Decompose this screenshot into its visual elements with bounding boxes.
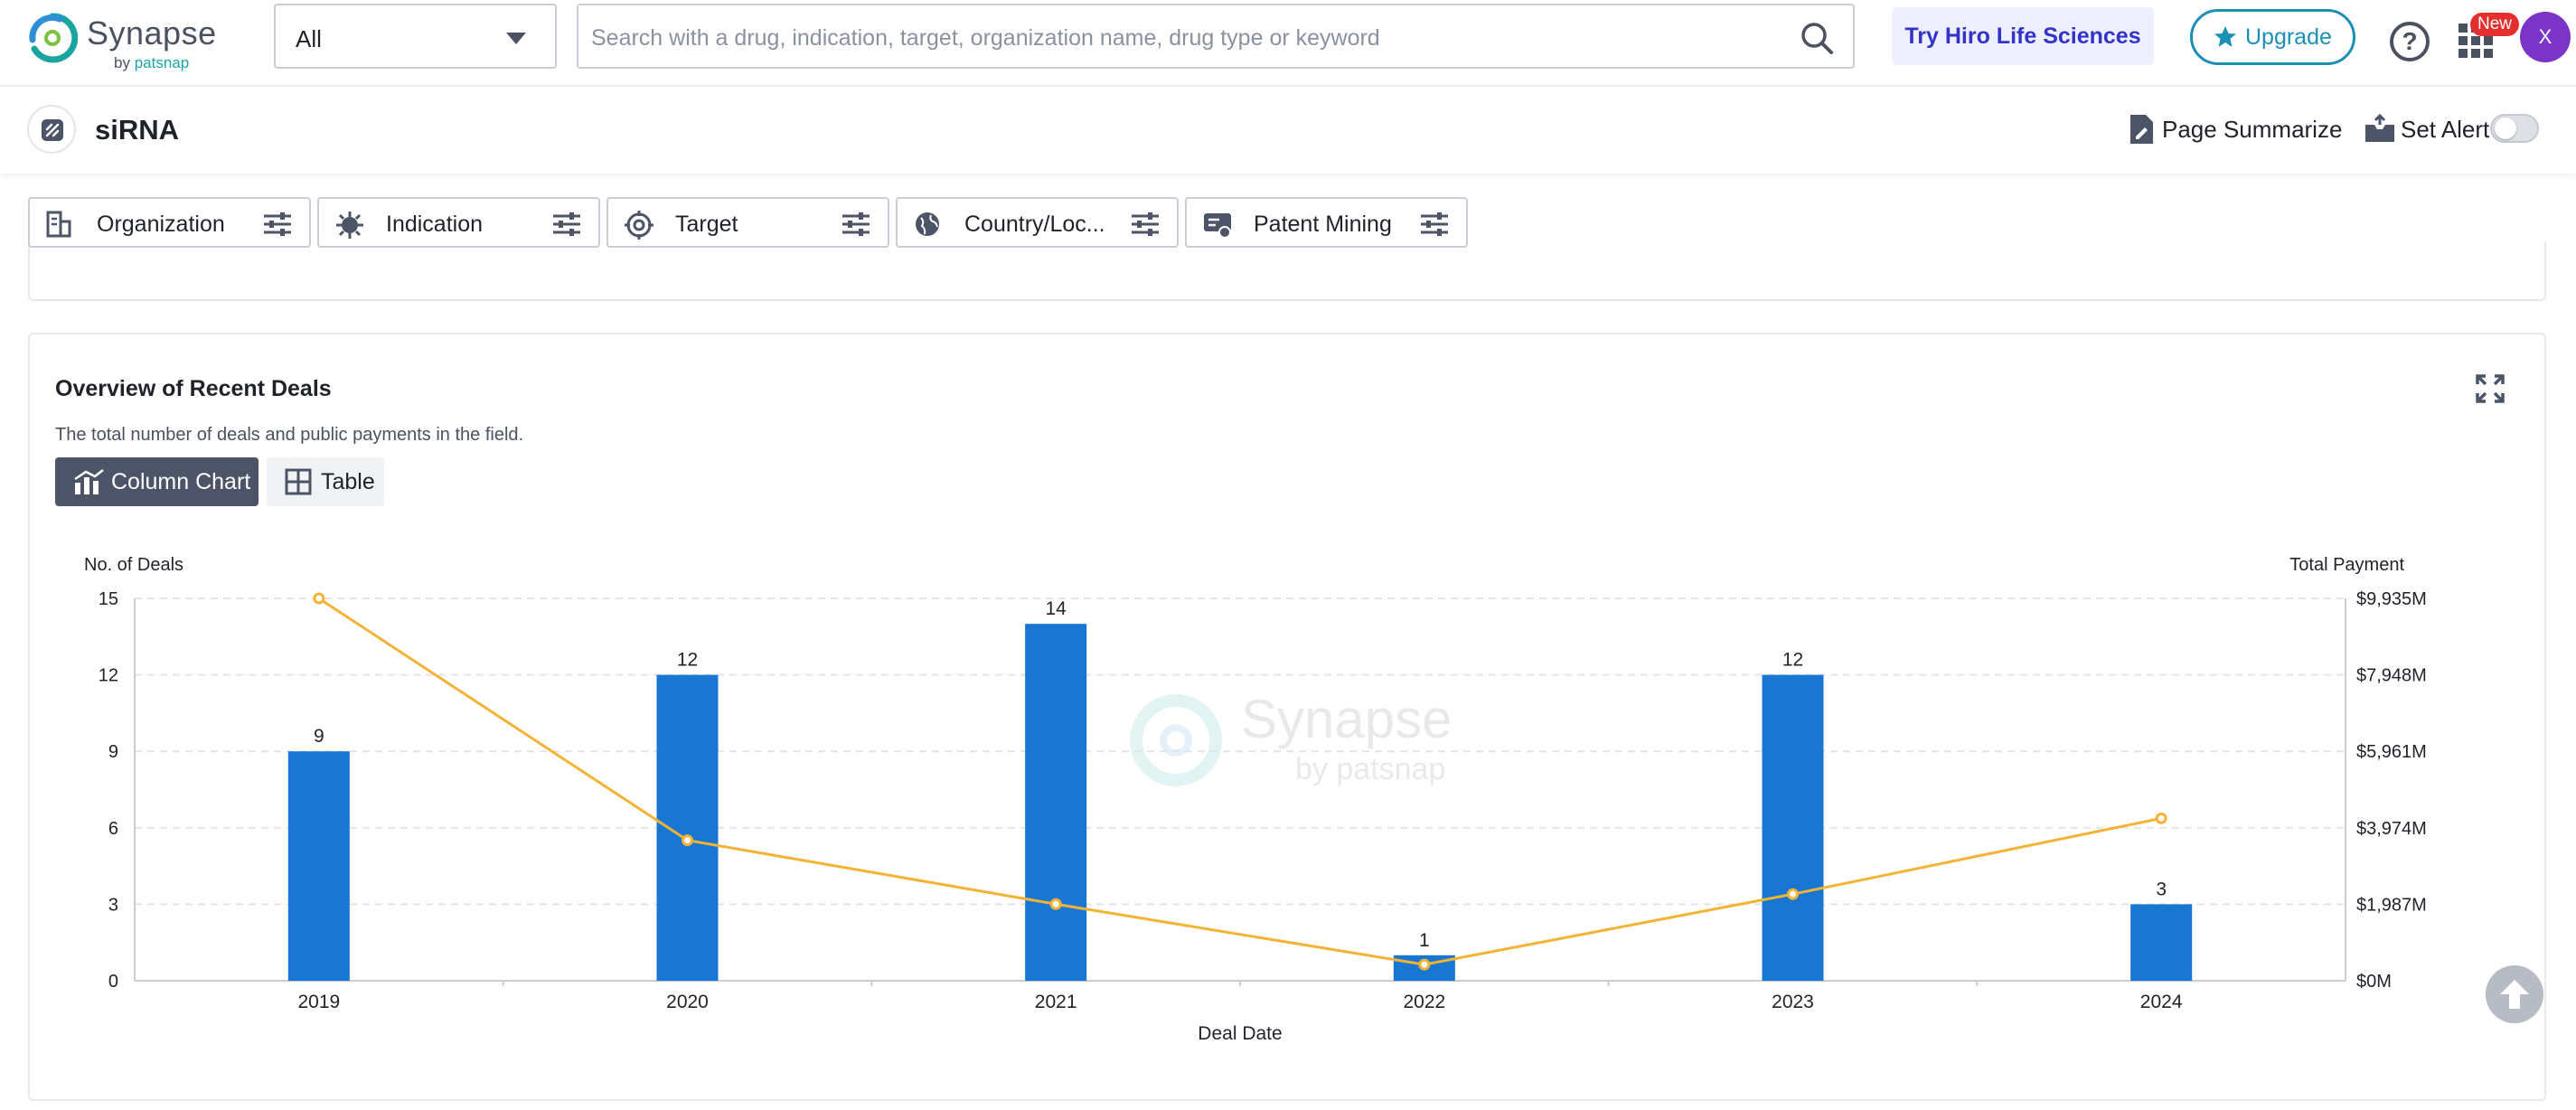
- x-axis-title: Deal Date: [1198, 1023, 1282, 1044]
- previous-panel: [28, 242, 2546, 301]
- y-tick-label: 15: [99, 589, 118, 609]
- caret-down-icon: [506, 33, 526, 44]
- bar-data-label: 12: [1782, 650, 1803, 671]
- upgrade-button[interactable]: Upgrade: [2190, 9, 2355, 65]
- page-title: siRNA: [95, 114, 179, 146]
- search-input[interactable]: Search with a drug, indication, target, …: [577, 4, 1855, 69]
- filter-adjust-icon: [551, 212, 582, 236]
- patent-icon: [1203, 211, 1234, 240]
- page-summarize-button[interactable]: Page Summarize: [2128, 116, 2342, 144]
- filter-adjust-icon: [1419, 212, 1450, 236]
- filter-target[interactable]: Target: [606, 197, 889, 248]
- x-tick-label: 2024: [2140, 992, 2183, 1012]
- total-payment-point: [2157, 814, 2166, 823]
- brand-by: by: [114, 54, 135, 71]
- alert-inbox-icon: [2364, 114, 2395, 143]
- search-placeholder: Search with a drug, indication, target, …: [591, 25, 1380, 52]
- bar-data-label: 9: [314, 726, 324, 747]
- y2-tick-label: $1,987M: [2356, 895, 2427, 915]
- toggle-knob: [2495, 118, 2516, 139]
- watermark-text: Synapse: [1241, 689, 1453, 749]
- watermark-sub: by patsnap: [1295, 752, 1445, 786]
- filter-label: Organization: [97, 212, 225, 238]
- y2-tick-label: $3,974M: [2356, 819, 2427, 839]
- new-badge: New: [2470, 13, 2519, 36]
- bar-data-label: 14: [1045, 598, 1067, 619]
- star-badge-icon: [2213, 24, 2238, 50]
- deal-count-bar: [2130, 904, 2192, 981]
- user-avatar[interactable]: X: [2520, 12, 2571, 62]
- building-icon: [46, 211, 71, 238]
- deal-count-bar: [657, 675, 719, 981]
- filter-label: Target: [675, 212, 738, 238]
- total-payment-point: [1051, 899, 1060, 908]
- y-tick-label: 0: [108, 972, 118, 992]
- y-tick-label: 6: [108, 819, 118, 839]
- total-payment-point: [1789, 889, 1798, 898]
- brand-sub: by patsnap: [114, 54, 189, 72]
- page-summarize-label: Page Summarize: [2162, 116, 2342, 143]
- x-tick-label: 2020: [666, 992, 709, 1012]
- drug-type-icon: [27, 105, 76, 154]
- y-tick-label: 3: [108, 895, 118, 915]
- filter-label: Patent Mining: [1254, 212, 1392, 238]
- y2-tick-label: $9,935M: [2356, 589, 2427, 609]
- sirna-icon: [41, 118, 64, 142]
- filter-adjust-icon: [841, 212, 871, 236]
- deal-count-bar: [288, 751, 350, 981]
- arrow-up-icon: [2498, 976, 2531, 1012]
- y2-tick-label: $7,948M: [2356, 666, 2427, 686]
- x-tick-label: 2019: [297, 992, 340, 1012]
- y2-tick-label: $5,961M: [2356, 742, 2427, 762]
- document-edit-icon: [2128, 114, 2155, 145]
- target-icon: [625, 211, 653, 240]
- brand-patsnap: patsnap: [135, 54, 190, 71]
- filter-country-location[interactable]: Country/Loc...: [896, 197, 1179, 248]
- scroll-to-top-button[interactable]: [2486, 965, 2543, 1023]
- search-icon[interactable]: [1799, 20, 1835, 56]
- x-tick-label: 2021: [1035, 992, 1077, 1012]
- filter-patent-mining[interactable]: Patent Mining: [1185, 197, 1468, 248]
- search-scope-select[interactable]: All: [274, 4, 557, 69]
- filter-label: Indication: [386, 212, 483, 238]
- filter-adjust-icon: [262, 212, 293, 236]
- try-hiro-button[interactable]: Try Hiro Life Sciences: [1892, 7, 2154, 65]
- upgrade-label: Upgrade: [2245, 24, 2332, 50]
- total-payment-line: [319, 598, 2161, 964]
- top-bar: Synapse by patsnap All Search with a dru…: [0, 0, 2576, 87]
- help-icon[interactable]: ?: [2390, 22, 2430, 61]
- filter-adjust-icon: [1130, 212, 1161, 236]
- deals-chart: Synapse by patsnap 0 $0M 3 $1,987M 6 $3,974M 9…: [30, 334, 2546, 1101]
- total-payment-point: [1420, 960, 1429, 969]
- y-axis-title: No. of Deals: [84, 555, 183, 575]
- search-scope-value: All: [296, 25, 322, 53]
- set-alert-button[interactable]: Set Alert: [2364, 116, 2489, 144]
- filter-label: Country/Loc...: [964, 212, 1105, 238]
- synapse-watermark: Synapse by patsnap: [1136, 689, 1453, 786]
- page-header: siRNA Page Summarize Set Alert: [0, 89, 2576, 174]
- filter-indication[interactable]: Indication: [317, 197, 600, 248]
- y-tick-label: 12: [99, 666, 118, 686]
- bar-data-label: 1: [1419, 930, 1430, 951]
- bar-data-label: 12: [677, 650, 698, 671]
- x-tick-label: 2022: [1403, 992, 1445, 1012]
- brand-name: Synapse: [87, 14, 217, 52]
- filter-organization[interactable]: Organization: [28, 197, 311, 248]
- y2-axis-title: Total Payment: [2289, 555, 2404, 575]
- total-payment-point: [683, 836, 692, 845]
- y-tick-label: 9: [108, 742, 118, 762]
- x-tick-label: 2023: [1772, 992, 1814, 1012]
- synapse-logo[interactable]: Synapse by patsnap: [27, 13, 199, 72]
- total-payment-point: [315, 594, 324, 603]
- virus-icon: [335, 211, 364, 240]
- globe-icon: [914, 211, 941, 238]
- deal-count-bar: [1763, 675, 1824, 981]
- bar-data-label: 3: [2156, 879, 2167, 899]
- deal-count-bar: [1025, 624, 1086, 981]
- set-alert-label: Set Alert: [2401, 116, 2489, 143]
- y2-tick-label: $0M: [2356, 972, 2392, 992]
- alert-toggle[interactable]: [2490, 114, 2539, 143]
- synapse-logo-icon: [27, 13, 78, 63]
- recent-deals-panel: Overview of Recent Deals The total numbe…: [28, 333, 2546, 1101]
